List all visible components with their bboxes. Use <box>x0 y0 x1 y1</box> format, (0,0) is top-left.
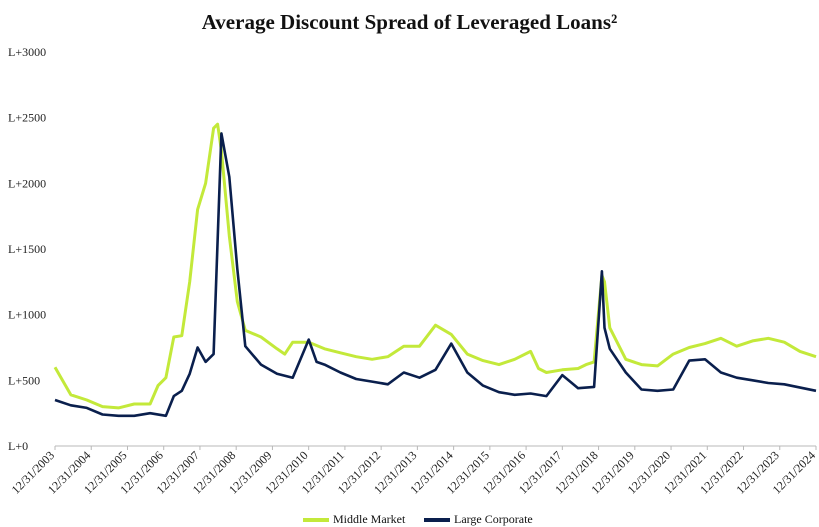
legend-label-large-corporate: Large Corporate <box>454 512 533 526</box>
y-tick-label: L+3000 <box>8 45 46 59</box>
legend-swatch-middle-market <box>303 517 329 522</box>
y-tick-label: L+1000 <box>8 308 46 322</box>
legend-label-middle-market: Middle Market <box>333 512 406 526</box>
legend-item-large-corporate: Large Corporate <box>424 512 533 527</box>
series-line-large-corporate <box>54 132 817 418</box>
legend-swatch-large-corporate <box>424 517 450 522</box>
y-tick-label: L+0 <box>8 439 28 453</box>
legend: Middle Market Large Corporate <box>0 512 819 527</box>
y-tick-label: L+1500 <box>8 242 46 256</box>
x-axis-ticks: 12/31/200312/31/200412/31/200512/31/2006… <box>9 446 818 497</box>
series-line-middle-market <box>53 122 817 410</box>
legend-item-middle-market: Middle Market <box>303 512 405 527</box>
y-tick-label: L+500 <box>8 373 40 387</box>
chart-title: Average Discount Spread of Leveraged Loa… <box>201 10 618 34</box>
y-tick-label: L+2500 <box>8 111 46 125</box>
series-layer <box>53 122 817 418</box>
y-tick-label: L+2000 <box>8 176 46 190</box>
y-axis-ticks: L+0 L+500 L+1000 L+1500 L+2000 L+2500 L+3000 <box>8 45 46 453</box>
